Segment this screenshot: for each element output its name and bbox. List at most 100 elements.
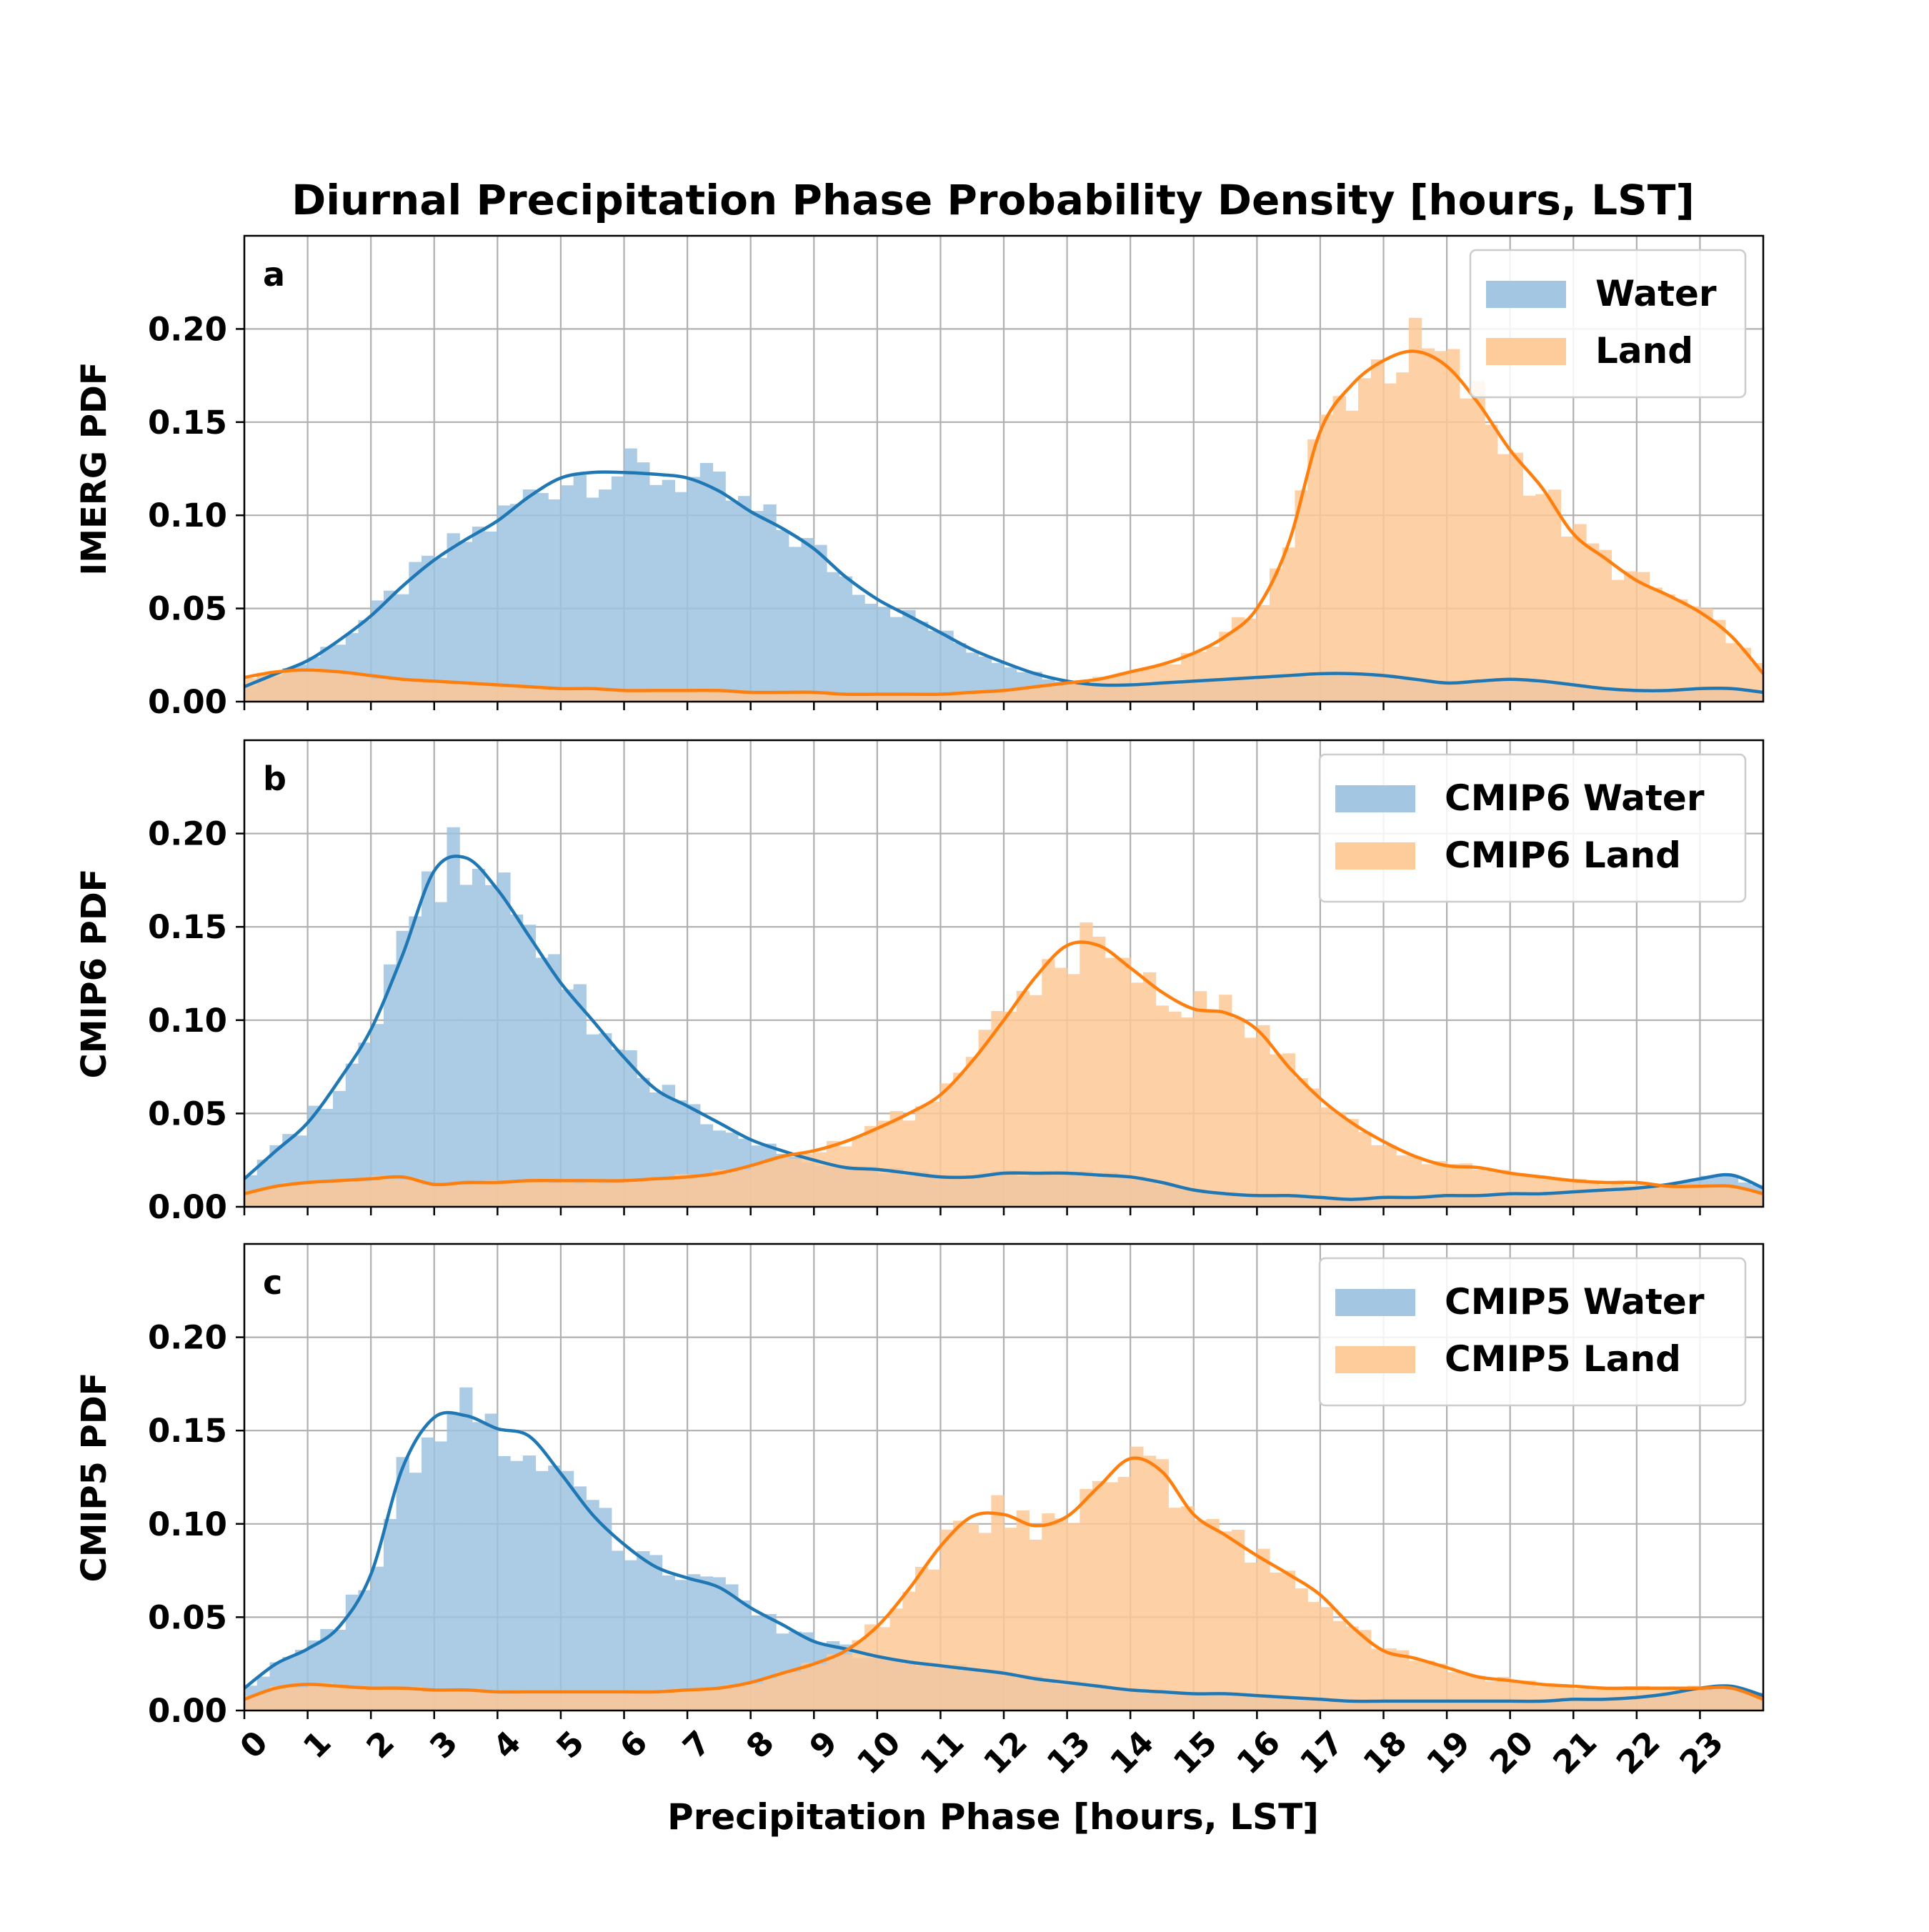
histogram-bar bbox=[674, 1689, 688, 1711]
histogram-bar bbox=[472, 1422, 486, 1711]
histogram-bar bbox=[333, 1180, 347, 1207]
histogram-bar bbox=[1231, 617, 1245, 702]
histogram-bar bbox=[1447, 1672, 1460, 1711]
histogram-bar bbox=[560, 1181, 574, 1207]
y-tick-label: 0.10 bbox=[148, 1505, 227, 1543]
histogram-bar bbox=[472, 682, 486, 702]
histogram-bar bbox=[1117, 957, 1131, 1207]
histogram-bar bbox=[801, 1153, 814, 1207]
histogram-bar bbox=[522, 925, 537, 1207]
histogram-bar bbox=[788, 1672, 802, 1711]
histogram-bar bbox=[940, 1083, 954, 1207]
histogram-bar bbox=[522, 1691, 537, 1711]
histogram-bar bbox=[1181, 653, 1195, 702]
histogram-bar bbox=[978, 1030, 992, 1207]
histogram-bar bbox=[1206, 646, 1220, 702]
histogram-bar bbox=[484, 885, 498, 1207]
x-tick-label: 19 bbox=[1419, 1723, 1477, 1782]
histogram-bar bbox=[573, 687, 587, 702]
histogram-bar bbox=[484, 1180, 498, 1207]
histogram-bar bbox=[927, 694, 941, 702]
histogram-bar bbox=[1016, 990, 1030, 1207]
histogram-bar bbox=[434, 1441, 448, 1711]
histogram-bar bbox=[1649, 1186, 1663, 1207]
histogram-bar bbox=[1270, 568, 1283, 702]
histogram-bar bbox=[484, 531, 498, 702]
histogram-bar bbox=[1332, 1112, 1346, 1207]
histogram-bar bbox=[447, 1690, 460, 1711]
histogram-bar bbox=[1016, 1510, 1030, 1711]
histogram-bar bbox=[750, 692, 764, 702]
histogram-bar bbox=[814, 1152, 827, 1207]
histogram-bar bbox=[256, 1189, 270, 1207]
x-tick-label: 5 bbox=[549, 1723, 592, 1766]
histogram-bar bbox=[1257, 1548, 1270, 1711]
histogram-bar bbox=[953, 1072, 967, 1207]
histogram-bar bbox=[649, 1693, 663, 1711]
histogram-bar bbox=[396, 678, 409, 702]
histogram-bar bbox=[699, 1174, 714, 1207]
x-axis-label: Precipitation Phase [hours, LST] bbox=[667, 1796, 1319, 1838]
panel-a: 0.00 0.05 0.10 0.15 0.20 IMERG PDF a Water Land bbox=[74, 234, 1765, 721]
histogram-bar bbox=[611, 1049, 625, 1207]
histogram-bar bbox=[1004, 1528, 1017, 1711]
histogram-bar bbox=[1447, 349, 1460, 702]
histogram-bar bbox=[738, 496, 752, 702]
histogram-bar bbox=[396, 1457, 409, 1711]
histogram-bar bbox=[915, 1106, 929, 1207]
histogram-bar bbox=[586, 1180, 599, 1207]
histogram-bar bbox=[940, 1529, 954, 1711]
histogram-bar bbox=[1624, 1185, 1638, 1207]
histogram-bar bbox=[927, 1569, 941, 1711]
histogram-bar bbox=[320, 669, 334, 702]
histogram-bar bbox=[1080, 1489, 1093, 1711]
histogram-bar bbox=[839, 1146, 852, 1207]
histogram-bar bbox=[497, 684, 511, 702]
x-tick-label: 8 bbox=[739, 1723, 782, 1766]
x-tick-label: 7 bbox=[675, 1723, 718, 1766]
histogram-bar bbox=[889, 617, 903, 702]
histogram-bar bbox=[1434, 1663, 1447, 1711]
histogram-bar bbox=[965, 1057, 980, 1207]
histogram-bar bbox=[1713, 1687, 1726, 1711]
histogram-bar bbox=[560, 1470, 574, 1711]
x-tick-label: 16 bbox=[1230, 1723, 1288, 1782]
histogram-bar bbox=[839, 576, 852, 702]
histogram-bar bbox=[510, 1182, 524, 1207]
histogram-bar bbox=[1092, 937, 1106, 1207]
histogram-bar bbox=[788, 1159, 802, 1207]
histogram-bar bbox=[1713, 1187, 1726, 1207]
histogram-bar bbox=[1472, 1675, 1485, 1711]
histogram-bar bbox=[409, 1178, 422, 1207]
histogram-bar bbox=[1004, 1011, 1017, 1207]
x-tick-label: 18 bbox=[1356, 1723, 1415, 1782]
x-tick-label: 3 bbox=[422, 1723, 465, 1766]
histogram-bar bbox=[548, 687, 562, 702]
histogram-bar bbox=[1434, 351, 1447, 702]
histogram-bar bbox=[1738, 1189, 1751, 1207]
histogram-bar bbox=[1270, 1054, 1283, 1207]
histogram-bar bbox=[573, 474, 587, 702]
histogram-bar bbox=[1092, 677, 1106, 702]
x-tick-label: 11 bbox=[913, 1723, 972, 1782]
histogram-bar bbox=[1080, 922, 1093, 1207]
histogram-bar bbox=[472, 869, 486, 1207]
histogram-bar bbox=[624, 1691, 637, 1711]
legend-label-land: CMIP5 Land bbox=[1445, 1338, 1681, 1380]
y-tick-label: 0.10 bbox=[148, 1002, 227, 1040]
histogram-bar bbox=[1687, 1685, 1700, 1711]
histogram-bar bbox=[560, 1693, 574, 1711]
histogram-bar bbox=[1332, 396, 1346, 702]
y-tick-label: 0.20 bbox=[148, 310, 227, 348]
histogram-bar bbox=[687, 1174, 701, 1207]
histogram-bar bbox=[1675, 599, 1688, 702]
x-tick-label: 23 bbox=[1673, 1723, 1731, 1782]
histogram-bar bbox=[991, 1495, 1005, 1711]
histogram-bar bbox=[586, 1034, 599, 1207]
histogram-bar bbox=[294, 1687, 309, 1711]
x-tick-label: 15 bbox=[1166, 1723, 1225, 1782]
histogram-bar bbox=[548, 1183, 562, 1207]
legend-swatch-land bbox=[1335, 1346, 1415, 1373]
histogram-bar bbox=[1598, 1185, 1612, 1207]
